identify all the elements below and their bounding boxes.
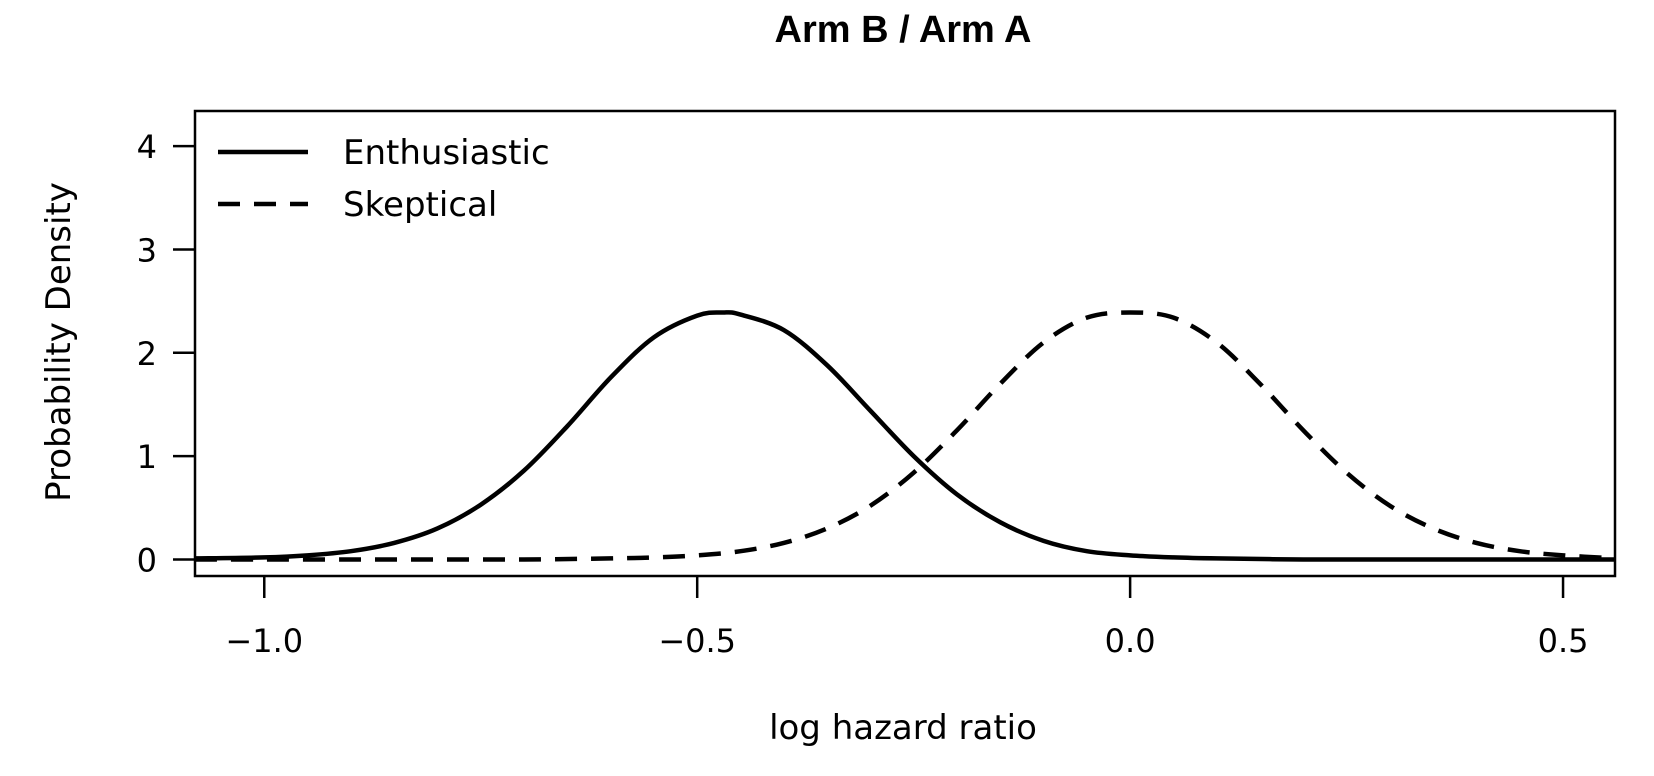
y-tick-label: 1 (137, 438, 157, 476)
x-tick-label: 0.5 (1538, 622, 1589, 660)
x-axis-label: log hazard ratio (769, 708, 1037, 748)
legend-label-enthusiastic: Enthusiastic (343, 133, 550, 173)
y-tick-label: 2 (137, 335, 157, 373)
x-tick-label: −0.5 (658, 622, 736, 660)
series-layer (194, 310, 1616, 562)
series-line-skeptical (195, 310, 1616, 562)
x-tick-label: 0.0 (1105, 622, 1156, 660)
y-tick-label: 0 (137, 541, 157, 579)
legend: Enthusiastic Skeptical (218, 133, 550, 225)
legend-label-skeptical: Skeptical (343, 185, 497, 225)
x-axis: −1.0 −0.5 0.0 0.5 (225, 576, 1588, 660)
y-tick-label: 4 (137, 128, 157, 166)
y-axis-label: Probability Density (39, 182, 79, 502)
y-tick-label: 3 (137, 231, 157, 269)
y-axis: 0 1 2 3 4 (137, 128, 195, 579)
chart-title: Arm B / Arm A (775, 9, 1032, 51)
x-tick-label: −1.0 (225, 622, 303, 660)
plot-frame (193, 109, 1617, 578)
series-line-enthusiastic (194, 310, 1615, 562)
